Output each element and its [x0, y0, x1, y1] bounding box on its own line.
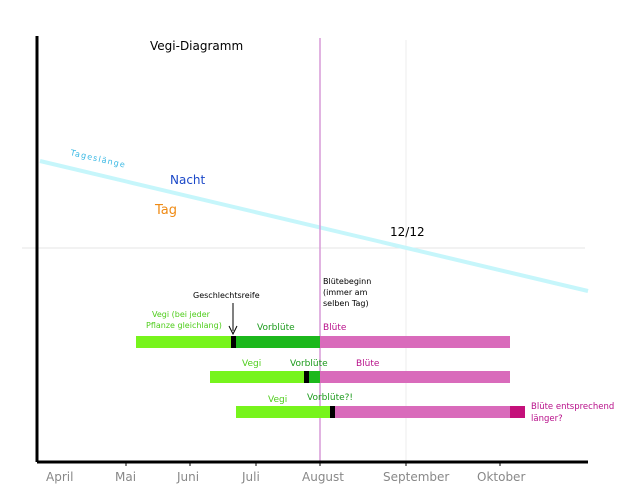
row-3-flower-bar	[335, 406, 510, 418]
day-length-line	[39, 159, 589, 293]
row-1-flower-label: Blüte	[323, 323, 347, 333]
row-2-preflower-label: Vorblüte	[290, 359, 328, 369]
row-1-vegi-bar	[136, 336, 231, 348]
row-3-extension-label-line-2: länger?	[531, 414, 563, 424]
flowering-start-label: Blütebeginn (immer am selben Tag)	[323, 277, 371, 308]
month-ticks	[125, 462, 501, 466]
month-label-april: April	[46, 470, 73, 484]
sexual-maturity-arrowhead	[228, 325, 238, 336]
row-3-vegi-bar	[236, 406, 330, 418]
row-1-flower-bar	[320, 336, 510, 348]
row-2-maturity-marker	[304, 371, 309, 383]
month-label-september: September	[383, 470, 449, 484]
row-3-maturity-marker	[330, 406, 335, 418]
month-labels: April Mai Juni Juli August September Okt…	[46, 470, 525, 484]
row-1: Vegi (bei jeder Pflanze gleichlang) Vorb…	[136, 310, 510, 348]
flowering-start-label-line-3: selben Tag)	[323, 299, 369, 308]
row-3-extension-label-line-1: Blüte entsprechend	[531, 402, 614, 412]
row-2-vegi-bar	[210, 371, 304, 383]
row-1-preflower-label: Vorblüte	[257, 323, 295, 333]
row-3-preflower-label: Vorblüte?!	[307, 393, 353, 403]
row-1-preflower-bar	[236, 336, 320, 348]
row-3-flower-extension-bar	[510, 406, 525, 418]
sexual-maturity-label: Geschlechtsreife	[193, 291, 260, 300]
diagram-title: Vegi-Diagramm	[150, 39, 243, 53]
row-2-preflower-bar	[309, 371, 320, 383]
month-label-oktober: Oktober	[477, 470, 525, 484]
row-2-flower-label: Blüte	[356, 359, 380, 369]
month-label-august: August	[302, 470, 344, 484]
night-label: Nacht	[170, 173, 206, 187]
month-label-juni: Juni	[176, 470, 199, 484]
row-3-vegi-label: Vegi	[268, 395, 287, 405]
day-length-label: Tageslänge	[69, 148, 127, 170]
flowering-start-label-line-1: Blütebeginn	[323, 277, 371, 286]
row-1-vegi-label-line-2: Pflanze gleichlang)	[146, 321, 222, 330]
flowering-start-label-line-2: (immer am	[323, 288, 368, 297]
month-label-juli: Juli	[241, 470, 260, 484]
row-1-vegi-label-line-1: Vegi (bei jeder	[152, 310, 211, 319]
row-2-flower-bar	[320, 371, 510, 383]
row-1-maturity-marker	[231, 336, 236, 348]
equinox-label: 12/12	[390, 225, 425, 239]
month-label-mai: Mai	[115, 470, 136, 484]
day-label: Tag	[154, 203, 177, 218]
row-3: Vegi Vorblüte?! Blüte entsprechend länge…	[236, 393, 614, 424]
row-2-vegi-label: Vegi	[242, 359, 261, 369]
row-2: Vegi Vorblüte Blüte	[210, 359, 510, 383]
